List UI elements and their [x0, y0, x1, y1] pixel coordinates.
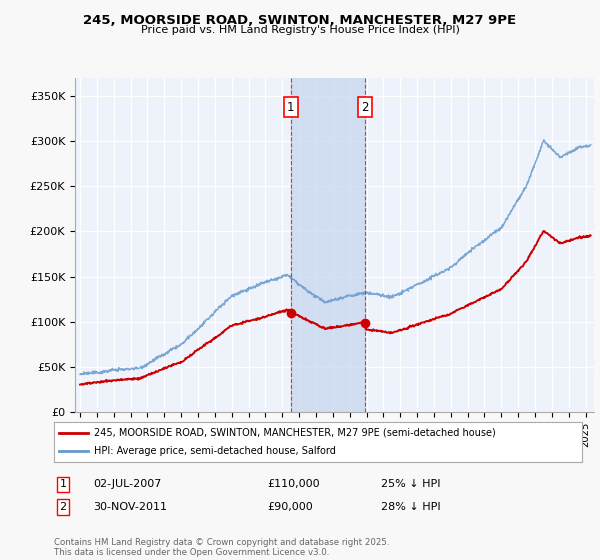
- Text: 02-JUL-2007: 02-JUL-2007: [93, 479, 161, 489]
- Text: 30-NOV-2011: 30-NOV-2011: [93, 502, 167, 512]
- Text: £90,000: £90,000: [267, 502, 313, 512]
- Bar: [290, 78, 365, 412]
- Text: £110,000: £110,000: [267, 479, 320, 489]
- Text: 1: 1: [287, 101, 295, 114]
- Text: 25% ↓ HPI: 25% ↓ HPI: [381, 479, 440, 489]
- Text: 245, MOORSIDE ROAD, SWINTON, MANCHESTER, M27 9PE: 245, MOORSIDE ROAD, SWINTON, MANCHESTER,…: [83, 14, 517, 27]
- Text: 2: 2: [361, 101, 369, 114]
- Text: 2: 2: [59, 502, 67, 512]
- Text: Contains HM Land Registry data © Crown copyright and database right 2025.
This d: Contains HM Land Registry data © Crown c…: [54, 538, 389, 557]
- Text: HPI: Average price, semi-detached house, Salford: HPI: Average price, semi-detached house,…: [94, 446, 335, 456]
- Text: 245, MOORSIDE ROAD, SWINTON, MANCHESTER, M27 9PE (semi-detached house): 245, MOORSIDE ROAD, SWINTON, MANCHESTER,…: [94, 428, 496, 438]
- Text: Price paid vs. HM Land Registry's House Price Index (HPI): Price paid vs. HM Land Registry's House …: [140, 25, 460, 35]
- Text: 1: 1: [59, 479, 67, 489]
- Text: 28% ↓ HPI: 28% ↓ HPI: [381, 502, 440, 512]
